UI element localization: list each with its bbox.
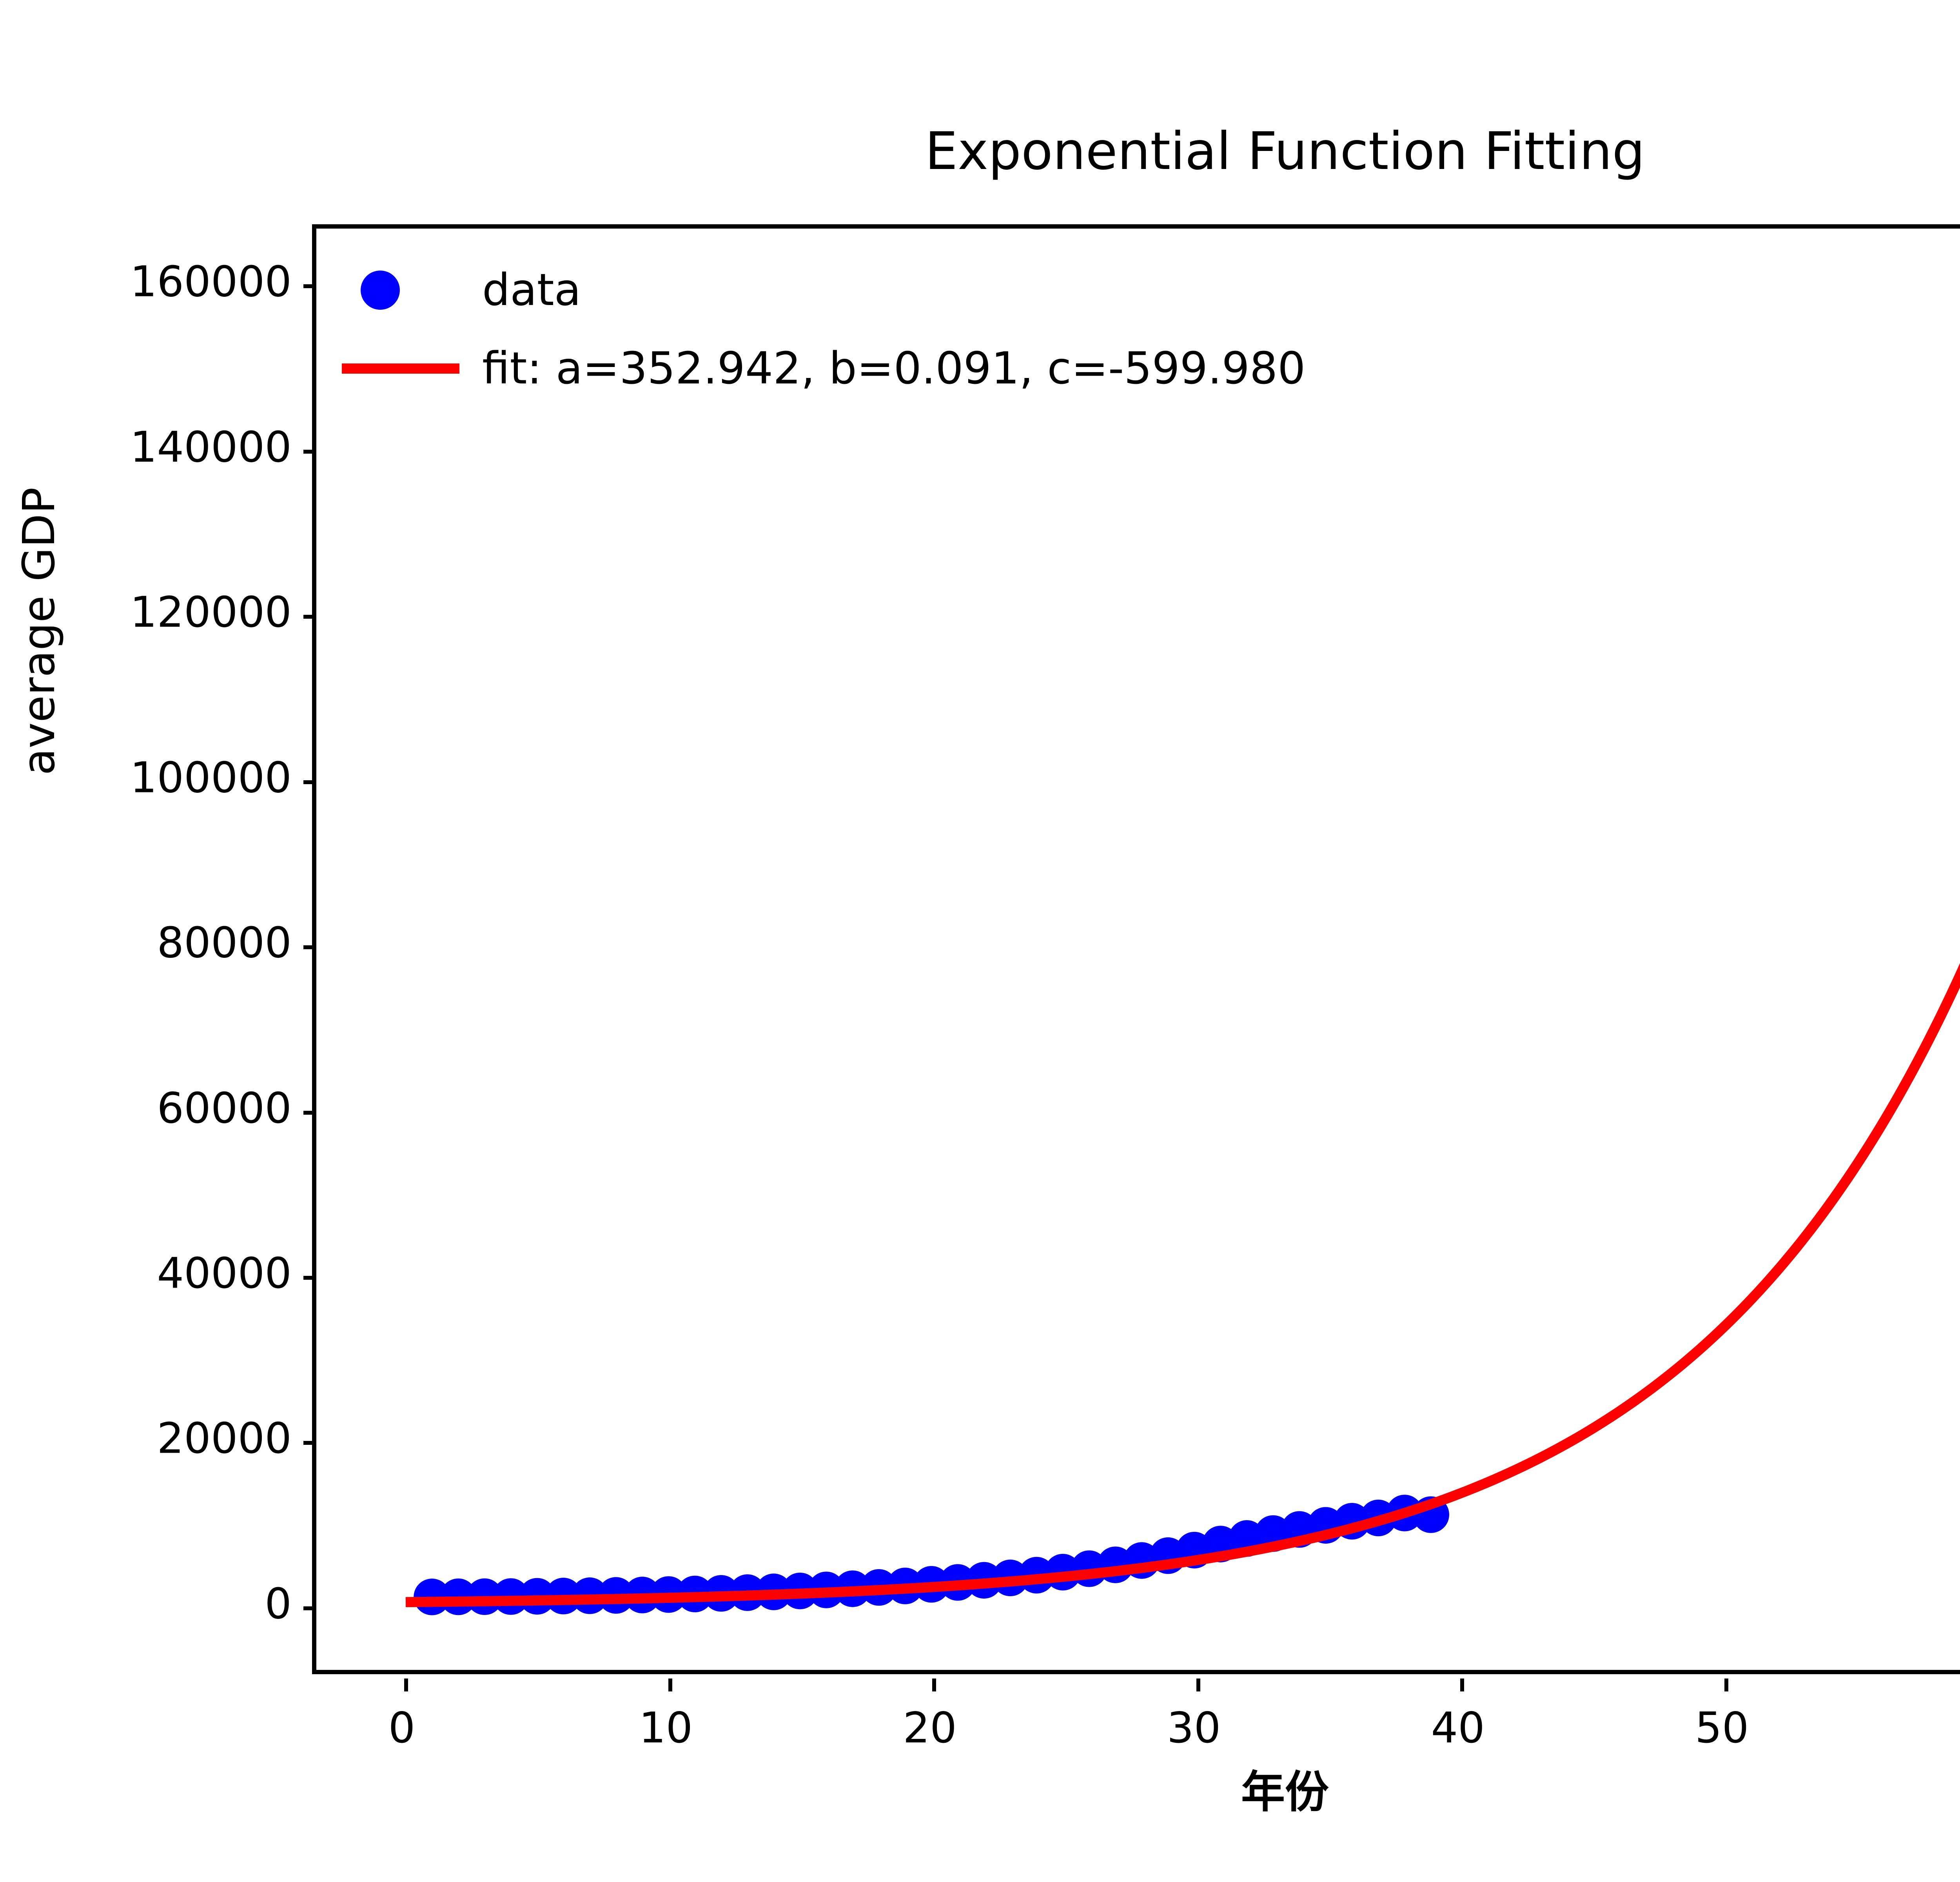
x-tick-label: 20 — [903, 1704, 957, 1753]
legend-handle-data — [337, 267, 463, 314]
y-tick-mark — [303, 1276, 316, 1280]
legend-item-data: data — [337, 251, 1552, 329]
y-tick-mark — [303, 615, 316, 619]
y-tick-label: 140000 — [130, 423, 292, 472]
fit-curve-line — [405, 963, 1960, 1608]
legend-item-fit: fit: a=352.942, b=0.091, c=-599.980 — [337, 329, 1552, 408]
x-tick-label: 30 — [1167, 1704, 1221, 1753]
y-tick-mark — [303, 945, 316, 950]
y-tick-label: 80000 — [157, 918, 292, 968]
plot-svg — [405, 963, 1960, 1615]
x-tick-mark — [1724, 1679, 1728, 1691]
y-tick-label: 120000 — [130, 588, 292, 637]
y-tick-label: 100000 — [130, 753, 292, 803]
x-tick-label: 10 — [639, 1704, 693, 1753]
page-title: Exponential Function Fitting — [925, 121, 1645, 182]
legend-label-fit: fit: a=352.942, b=0.091, c=-599.980 — [482, 343, 1306, 394]
line-marker-icon — [342, 363, 459, 374]
y-axis-label: average GDP — [14, 487, 65, 776]
x-tick-label: 40 — [1431, 1704, 1485, 1753]
chart-legend: data fit: a=352.942, b=0.091, c=-599.980 — [337, 251, 1552, 408]
x-tick-mark — [668, 1679, 672, 1691]
y-tick-mark — [303, 449, 316, 454]
x-tick-mark — [1196, 1679, 1200, 1691]
plot-axes — [303, 224, 1960, 1691]
x-tick-mark — [404, 1679, 408, 1691]
legend-label-data: data — [482, 265, 581, 316]
x-tick-mark — [1460, 1679, 1465, 1691]
y-tick-mark — [303, 1441, 316, 1445]
y-tick-label: 0 — [265, 1579, 292, 1629]
x-tick-label: 60 — [1959, 1704, 1960, 1753]
x-axis-label: 年份 — [1241, 1767, 1329, 1818]
y-tick-label: 60000 — [157, 1084, 292, 1133]
x-tick-mark — [932, 1679, 936, 1691]
y-tick-label: 20000 — [157, 1414, 292, 1463]
legend-handle-fit — [337, 345, 463, 392]
y-tick-label: 40000 — [157, 1249, 292, 1298]
x-tick-label: 50 — [1695, 1704, 1749, 1753]
y-tick-mark — [303, 1606, 316, 1610]
y-tick-label: 160000 — [130, 257, 292, 307]
y-tick-mark — [303, 780, 316, 784]
plot-surface — [316, 229, 1960, 1670]
y-tick-mark — [303, 1110, 316, 1115]
x-tick-label: 0 — [388, 1704, 416, 1753]
circle-marker-icon — [361, 271, 400, 310]
y-tick-mark — [303, 284, 316, 289]
